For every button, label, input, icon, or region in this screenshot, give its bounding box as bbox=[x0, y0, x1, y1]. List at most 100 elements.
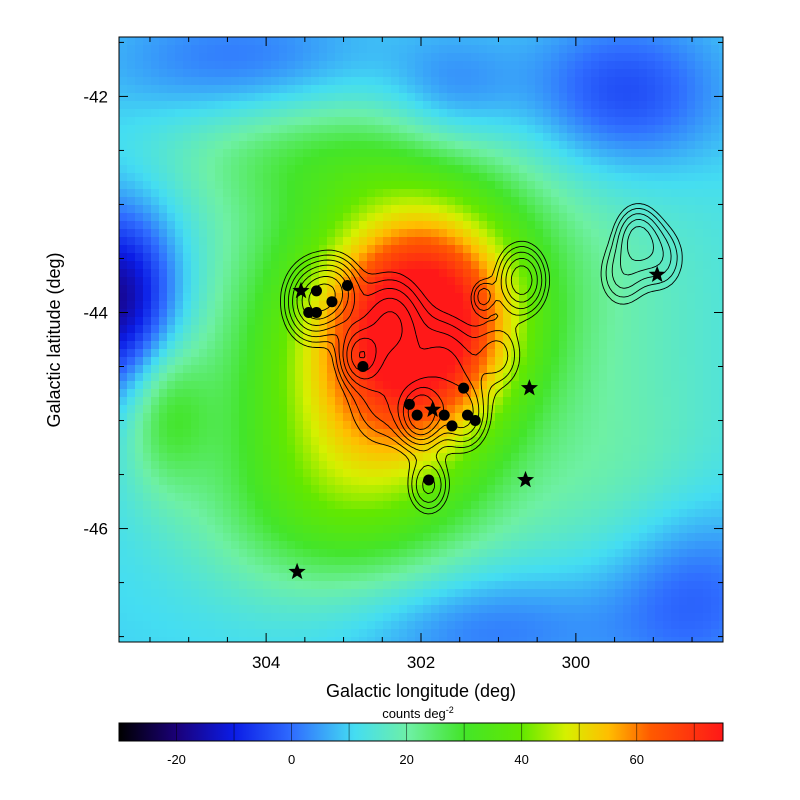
map-pixel bbox=[159, 157, 168, 166]
map-pixel bbox=[623, 549, 632, 558]
map-pixel bbox=[663, 413, 672, 422]
map-pixel bbox=[271, 221, 280, 230]
map-pixel bbox=[639, 253, 648, 262]
map-pixel bbox=[535, 101, 544, 110]
map-pixel bbox=[519, 253, 528, 262]
map-pixel bbox=[143, 117, 152, 126]
map-pixel bbox=[471, 381, 480, 390]
map-pixel bbox=[215, 477, 224, 486]
map-pixel bbox=[711, 509, 720, 518]
map-pixel bbox=[455, 477, 464, 486]
map-pixel bbox=[151, 189, 160, 198]
map-pixel bbox=[399, 533, 408, 542]
map-pixel bbox=[503, 453, 512, 462]
map-pixel bbox=[719, 517, 723, 526]
map-pixel bbox=[303, 317, 312, 326]
map-pixel bbox=[591, 525, 600, 534]
map-pixel bbox=[495, 221, 504, 230]
map-pixel bbox=[463, 197, 472, 206]
map-pixel bbox=[239, 381, 248, 390]
map-pixel bbox=[711, 349, 720, 358]
map-pixel bbox=[535, 485, 544, 494]
map-pixel bbox=[255, 277, 264, 286]
map-pixel bbox=[567, 517, 576, 526]
map-pixel bbox=[479, 309, 488, 318]
map-pixel bbox=[223, 221, 232, 230]
map-pixel bbox=[415, 109, 424, 118]
map-pixel bbox=[383, 181, 392, 190]
map-pixel bbox=[143, 525, 152, 534]
map-pixel bbox=[303, 493, 312, 502]
map-pixel bbox=[639, 285, 648, 294]
map-pixel bbox=[391, 149, 400, 158]
map-pixel bbox=[159, 213, 168, 222]
map-pixel bbox=[263, 517, 272, 526]
map-pixel bbox=[351, 189, 360, 198]
map-pixel bbox=[471, 189, 480, 198]
map-pixel bbox=[311, 517, 320, 526]
map-pixel bbox=[535, 365, 544, 374]
map-pixel bbox=[375, 349, 384, 358]
map-pixel bbox=[287, 453, 296, 462]
map-pixel bbox=[575, 397, 584, 406]
map-pixel bbox=[199, 277, 208, 286]
map-pixel bbox=[359, 109, 368, 118]
map-pixel bbox=[359, 549, 368, 558]
map-pixel bbox=[439, 357, 448, 366]
map-pixel bbox=[479, 133, 488, 142]
map-pixel bbox=[239, 109, 248, 118]
map-pixel bbox=[551, 397, 560, 406]
map-pixel bbox=[599, 197, 608, 206]
map-pixel bbox=[487, 349, 496, 358]
map-pixel bbox=[191, 77, 200, 86]
map-pixel bbox=[431, 469, 440, 478]
map-pixel bbox=[327, 421, 336, 430]
map-pixel bbox=[671, 549, 680, 558]
map-pixel bbox=[455, 469, 464, 478]
map-pixel bbox=[495, 293, 504, 302]
map-pixel bbox=[463, 437, 472, 446]
map-pixel bbox=[287, 405, 296, 414]
map-pixel bbox=[647, 261, 656, 270]
map-pixel bbox=[191, 525, 200, 534]
map-pixel bbox=[351, 197, 360, 206]
map-pixel bbox=[151, 149, 160, 158]
map-pixel bbox=[607, 301, 616, 310]
map-pixel bbox=[639, 149, 648, 158]
map-pixel bbox=[143, 381, 152, 390]
map-pixel bbox=[279, 285, 288, 294]
map-pixel bbox=[319, 117, 328, 126]
map-pixel bbox=[327, 485, 336, 494]
map-pixel bbox=[175, 437, 184, 446]
map-pixel bbox=[271, 437, 280, 446]
map-pixel bbox=[335, 245, 344, 254]
map-pixel bbox=[567, 397, 576, 406]
map-pixel bbox=[183, 109, 192, 118]
map-pixel bbox=[135, 365, 144, 374]
map-pixel bbox=[159, 245, 168, 254]
map-pixel bbox=[375, 405, 384, 414]
map-pixel bbox=[151, 245, 160, 254]
map-pixel bbox=[199, 373, 208, 382]
map-pixel bbox=[143, 205, 152, 214]
map-pixel bbox=[367, 525, 376, 534]
map-pixel bbox=[463, 477, 472, 486]
map-pixel bbox=[191, 109, 200, 118]
map-pixel bbox=[119, 237, 128, 246]
map-pixel bbox=[159, 293, 168, 302]
map-pixel bbox=[431, 509, 440, 518]
map-pixel bbox=[271, 141, 280, 150]
map-pixel bbox=[319, 421, 328, 430]
map-pixel bbox=[559, 485, 568, 494]
map-pixel bbox=[607, 413, 616, 422]
map-pixel bbox=[703, 301, 712, 310]
map-pixel bbox=[367, 309, 376, 318]
map-pixel bbox=[215, 77, 224, 86]
map-pixel bbox=[135, 557, 144, 566]
map-pixel bbox=[295, 133, 304, 142]
map-pixel bbox=[695, 109, 704, 118]
map-pixel bbox=[655, 317, 664, 326]
map-pixel bbox=[295, 501, 304, 510]
map-pixel bbox=[599, 93, 608, 102]
map-pixel bbox=[335, 157, 344, 166]
